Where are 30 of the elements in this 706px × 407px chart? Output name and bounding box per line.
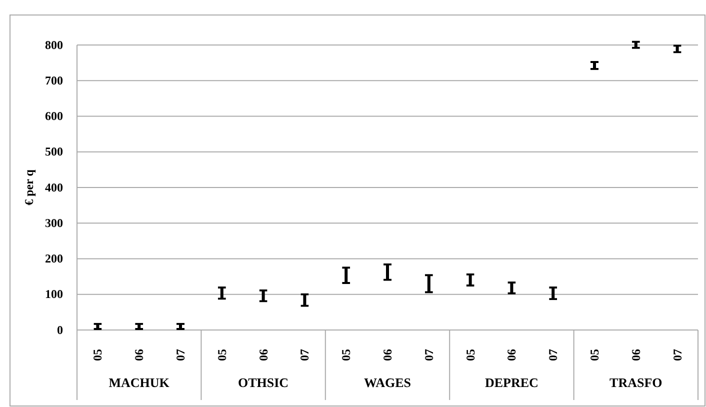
text: DEPREC xyxy=(484,375,538,390)
x-tick-label: 06 xyxy=(256,349,270,361)
x-tick-label: 06 xyxy=(628,349,643,361)
text: TRASFO xyxy=(610,375,662,390)
x-tick-label: 05 xyxy=(214,349,229,361)
x-tick-label: 06 xyxy=(380,349,394,361)
x-tick-label: 06 xyxy=(504,349,519,361)
y-tick-label: 100 xyxy=(45,287,63,302)
x-tick-label: 06 xyxy=(132,349,146,361)
y-tick-label: 600 xyxy=(45,109,63,124)
x-tick-label: 07 xyxy=(670,349,684,361)
y-tick-label: 200 xyxy=(45,252,63,266)
y-tick-label: 700 xyxy=(45,73,63,88)
x-tick-label: 07 xyxy=(174,349,188,361)
x-tick-label: 05 xyxy=(463,349,478,361)
x-tick-label: 07 xyxy=(298,349,312,361)
x-tick-label: 05 xyxy=(339,349,354,361)
y-tick-label: 400 xyxy=(45,180,63,194)
text: WAGES xyxy=(364,375,411,390)
x-tick-label: 05 xyxy=(588,349,602,361)
y-tick-label: 800 xyxy=(45,38,63,52)
y-tick-label: 300 xyxy=(45,216,63,230)
text: MACHUK xyxy=(108,375,170,390)
x-tick-label: 07 xyxy=(546,349,560,361)
y-tick-label: 500 xyxy=(45,144,63,159)
x-tick-label: 07 xyxy=(422,349,436,361)
y-tick-label: 0 xyxy=(57,322,63,337)
y-axis-title: € per q xyxy=(22,169,36,206)
text: OTHSIC xyxy=(238,375,289,390)
x-tick-label: 05 xyxy=(90,349,105,361)
